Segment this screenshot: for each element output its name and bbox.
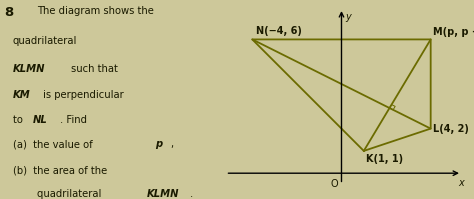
Text: NL: NL xyxy=(32,115,47,125)
Text: to: to xyxy=(13,115,26,125)
Text: K(1, 1): K(1, 1) xyxy=(366,154,403,164)
Text: p: p xyxy=(155,139,163,149)
Text: (b)  the area of the: (b) the area of the xyxy=(13,165,107,175)
Text: The diagram shows the: The diagram shows the xyxy=(36,6,154,16)
Text: (a)  the value of: (a) the value of xyxy=(13,139,96,149)
Text: is perpendicular: is perpendicular xyxy=(43,90,124,100)
Text: 8: 8 xyxy=(4,6,14,19)
Text: O: O xyxy=(330,179,338,189)
Text: L(4, 2): L(4, 2) xyxy=(433,124,469,134)
Text: x: x xyxy=(458,178,464,188)
Text: quadrilateral: quadrilateral xyxy=(13,36,77,46)
Text: such that: such that xyxy=(71,64,118,74)
Text: ,: , xyxy=(170,139,173,149)
Text: M(p, p + 2): M(p, p + 2) xyxy=(433,27,474,37)
Text: . Find: . Find xyxy=(60,115,87,125)
Text: y: y xyxy=(345,12,351,21)
Text: KLMN: KLMN xyxy=(146,189,179,199)
Text: quadrilateral: quadrilateral xyxy=(36,189,104,199)
Text: KLMN: KLMN xyxy=(13,64,46,74)
Text: .: . xyxy=(190,189,193,199)
Text: N(−4, 6): N(−4, 6) xyxy=(255,26,301,36)
Text: KM: KM xyxy=(13,90,31,100)
